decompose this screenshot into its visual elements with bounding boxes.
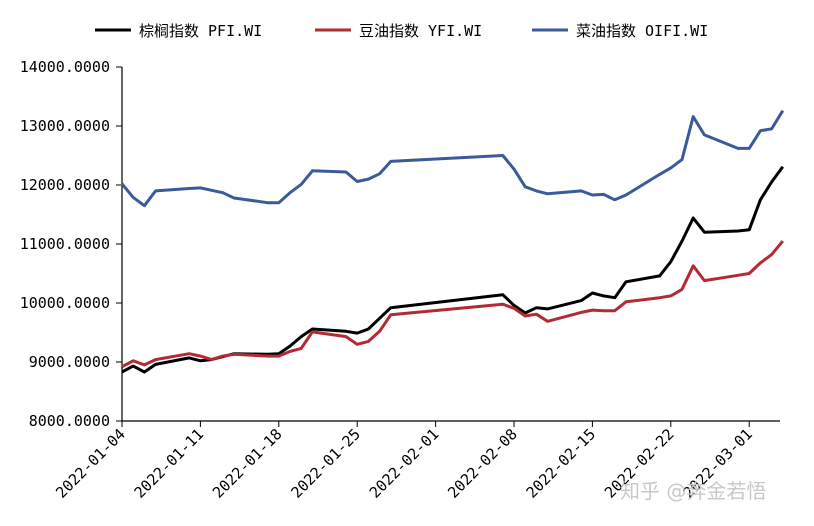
y-tick-label: 8000.0000 [29, 412, 110, 430]
y-tick-label: 12000.0000 [20, 176, 110, 194]
legend-label-0: 棕榈指数 PFI.WI [139, 22, 262, 40]
x-tick-label: 2022-01-11 [131, 425, 208, 502]
legend-label-1: 豆油指数 YFI.WI [359, 22, 482, 40]
series-line-1 [121, 240, 784, 369]
y-tick-label: 13000.0000 [20, 117, 110, 135]
x-tick-label: 2022-02-01 [366, 425, 443, 502]
legend: 棕榈指数 PFI.WI 豆油指数 YFI.WI 菜油指数 OIFI.WI [95, 22, 708, 40]
y-axis: 8000.0000 9000.0000 10000.0000 11000.0000 12… [20, 58, 123, 430]
legend-label-2: 菜油指数 OIFI.WI [576, 22, 708, 40]
x-tick-label: 2022-02-08 [444, 425, 521, 502]
x-tick-label: 2022-01-25 [287, 425, 364, 502]
y-tick-label: 14000.0000 [20, 58, 110, 76]
watermark: 知乎 @奔金若悟 [620, 479, 766, 503]
series-layer [120, 109, 785, 374]
y-tick-label: 11000.0000 [20, 235, 110, 253]
y-tick-label: 9000.0000 [29, 353, 110, 371]
series-line-0 [121, 165, 785, 374]
x-tick-label: 2022-01-04 [52, 425, 129, 502]
series-line-2 [120, 109, 785, 208]
x-tick-label: 2022-02-15 [523, 425, 600, 502]
x-tick-label: 2022-01-18 [209, 425, 286, 502]
y-tick-label: 10000.0000 [20, 294, 110, 312]
